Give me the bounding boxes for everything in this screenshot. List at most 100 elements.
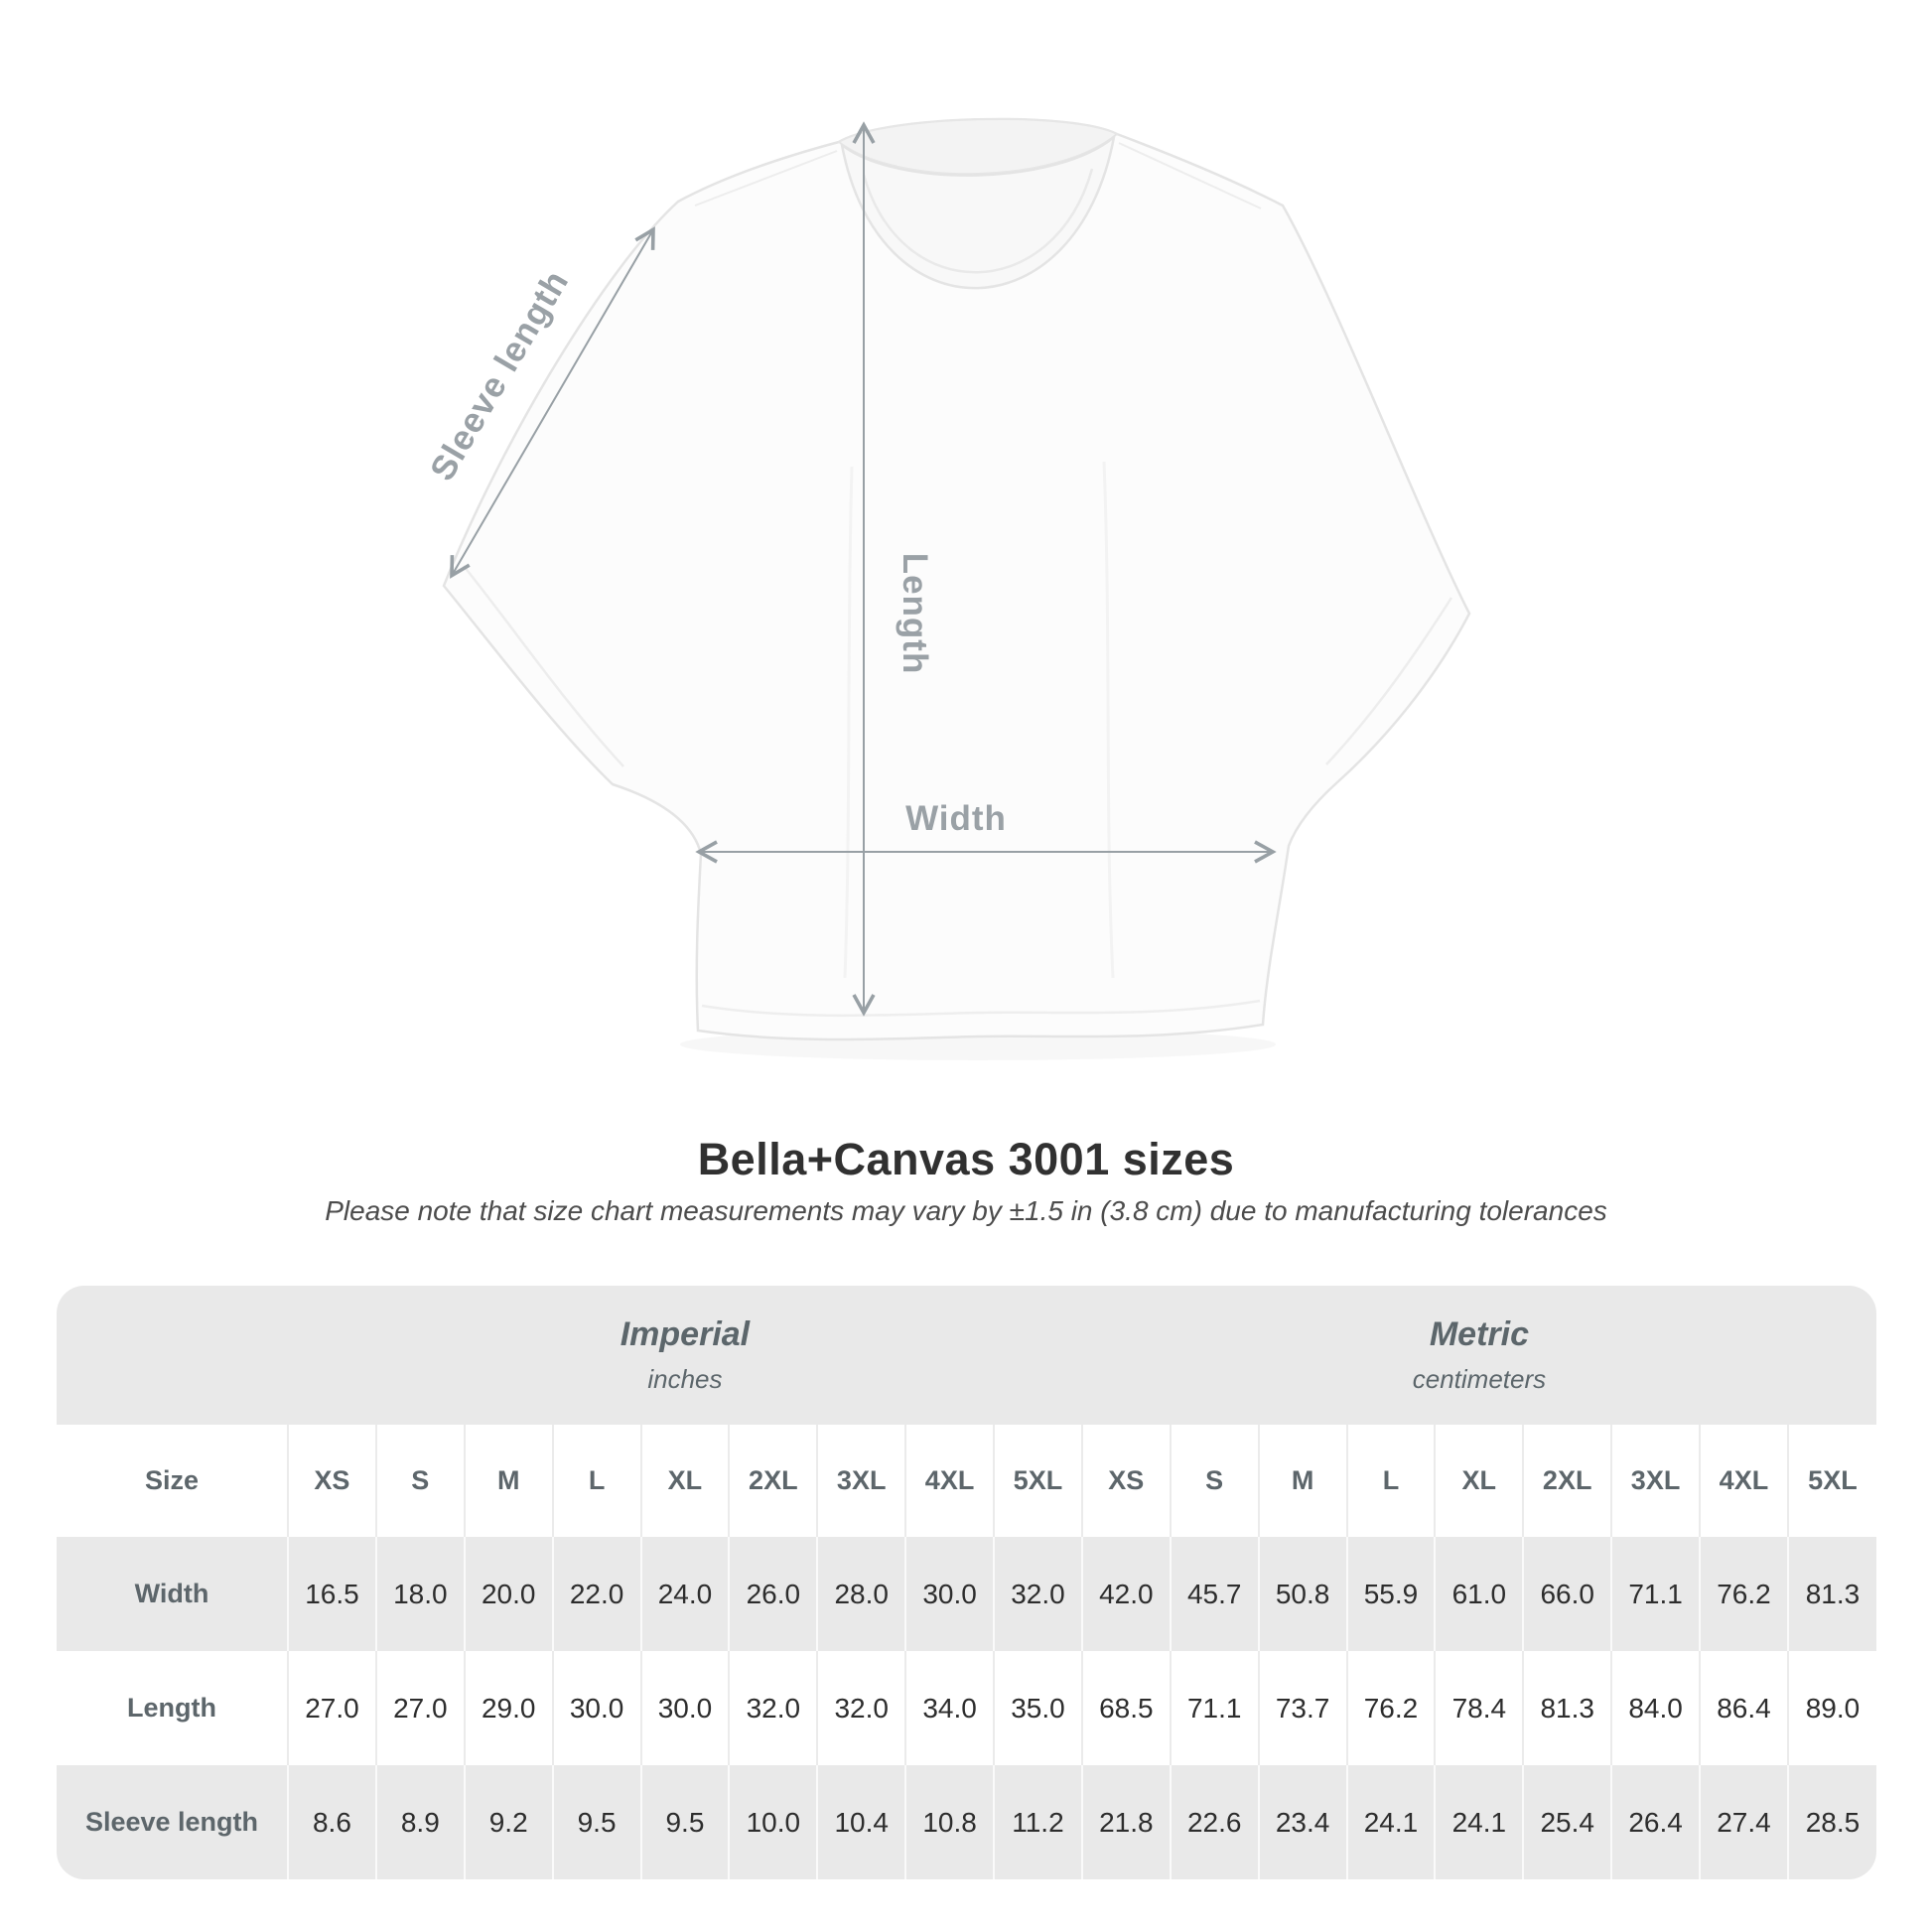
length-value: 29.0 [463, 1651, 553, 1765]
length-label: Length [896, 553, 934, 675]
size-header: 3XL [816, 1425, 906, 1537]
table-row-length: Length 27.0 27.0 29.0 30.0 30.0 32.0 32.… [57, 1651, 1876, 1765]
length-value: 89.0 [1786, 1651, 1876, 1765]
length-value: 32.0 [816, 1651, 906, 1765]
sleeve-value: 10.8 [904, 1765, 994, 1879]
tshirt-graphic [442, 117, 1471, 1041]
length-value: 81.3 [1522, 1651, 1612, 1765]
size-header: M [1257, 1425, 1347, 1537]
length-value: 30.0 [639, 1651, 730, 1765]
length-value: 71.1 [1169, 1651, 1259, 1765]
length-value: 27.0 [287, 1651, 376, 1765]
width-label: Width [905, 799, 1007, 838]
tshirt-fold-left [843, 466, 854, 979]
width-value: 30.0 [904, 1537, 994, 1651]
size-header: 2XL [1522, 1425, 1612, 1537]
width-value: 55.9 [1345, 1537, 1436, 1651]
size-header: XS [287, 1425, 376, 1537]
width-value: 16.5 [287, 1537, 376, 1651]
size-column-header: Size [144, 1465, 200, 1495]
sleeve-value: 9.2 [463, 1765, 553, 1879]
width-value: 20.0 [463, 1537, 553, 1651]
size-header-row: Size XS S M L XL 2XL 3XL 4XL 5XL XS S M … [57, 1425, 1876, 1537]
size-header: 5XL [993, 1425, 1082, 1537]
size-header: 4XL [904, 1425, 994, 1537]
sleeve-value: 22.6 [1169, 1765, 1259, 1879]
size-header: XL [1434, 1425, 1524, 1537]
length-value: 73.7 [1257, 1651, 1347, 1765]
sleeve-value: 26.4 [1610, 1765, 1700, 1879]
sleeve-value: 21.8 [1080, 1765, 1171, 1879]
size-header: S [374, 1425, 465, 1537]
imperial-section-header: Imperial inches [288, 1286, 1082, 1425]
sleeve-value: 10.0 [728, 1765, 818, 1879]
sleeve-value: 8.9 [374, 1765, 465, 1879]
table-row-width: Width 16.5 18.0 20.0 22.0 24.0 26.0 28.0… [57, 1537, 1876, 1651]
length-value: 27.0 [374, 1651, 465, 1765]
length-value: 35.0 [993, 1651, 1082, 1765]
size-header: L [1345, 1425, 1436, 1537]
size-table: Imperial inches Metric centimeters Size … [57, 1286, 1876, 1879]
length-value: 68.5 [1080, 1651, 1171, 1765]
sleeve-value: 9.5 [639, 1765, 730, 1879]
tshirt-shoulder-seam-left [694, 150, 838, 207]
width-value: 50.8 [1257, 1537, 1347, 1651]
length-value: 78.4 [1434, 1651, 1524, 1765]
sleeve-value: 10.4 [816, 1765, 906, 1879]
tshirt-cuff-seam-left [463, 565, 624, 767]
tshirt-collar-ribbing [862, 168, 1094, 274]
imperial-unit: inches [647, 1364, 723, 1394]
sleeve-value: 27.4 [1699, 1765, 1788, 1879]
size-header: 4XL [1699, 1425, 1788, 1537]
length-value: 30.0 [551, 1651, 641, 1765]
page-subtitle: Please note that size chart measurements… [325, 1195, 1607, 1226]
length-value: 34.0 [904, 1651, 994, 1765]
size-header: XL [639, 1425, 730, 1537]
unit-section-header-row: Imperial inches Metric centimeters [57, 1286, 1876, 1425]
size-header: XS [1080, 1425, 1171, 1537]
size-header: M [463, 1425, 553, 1537]
width-value: 66.0 [1522, 1537, 1612, 1651]
tshirt-fold-right [1102, 461, 1115, 979]
width-value: 42.0 [1080, 1537, 1171, 1651]
width-value: 18.0 [374, 1537, 465, 1651]
tshirt-cuff-seam-right [1325, 597, 1453, 765]
size-header: 3XL [1610, 1425, 1700, 1537]
width-value: 32.0 [993, 1537, 1082, 1651]
sleeve-value: 28.5 [1786, 1765, 1876, 1879]
page-title: Bella+Canvas 3001 sizes [697, 1134, 1235, 1184]
width-value: 28.0 [816, 1537, 906, 1651]
sleeve-value: 25.4 [1522, 1765, 1612, 1879]
width-value: 61.0 [1434, 1537, 1524, 1651]
width-value: 76.2 [1699, 1537, 1788, 1651]
metric-title: Metric [1429, 1315, 1529, 1353]
size-header: 2XL [728, 1425, 818, 1537]
size-table-grid: Imperial inches Metric centimeters Size … [57, 1286, 1876, 1879]
width-value: 81.3 [1786, 1537, 1876, 1651]
sleeve-length-arrow [450, 226, 655, 579]
size-header: L [551, 1425, 641, 1537]
row-label-length: Length [127, 1693, 216, 1723]
width-value: 26.0 [728, 1537, 818, 1651]
sleeve-value: 24.1 [1434, 1765, 1524, 1879]
tshirt-back-collar [837, 117, 1119, 176]
tshirt-hem-seam [701, 999, 1261, 1018]
sleeve-value: 11.2 [993, 1765, 1082, 1879]
row-label-sleeve-length: Sleeve length [84, 1807, 259, 1837]
corner-cell [57, 1286, 288, 1425]
length-value: 76.2 [1345, 1651, 1436, 1765]
tshirt-shoulder-seam-right [1118, 142, 1262, 209]
row-label-width: Width [134, 1579, 209, 1608]
sleeve-value: 24.1 [1345, 1765, 1436, 1879]
length-value: 84.0 [1610, 1651, 1700, 1765]
imperial-title: Imperial [620, 1315, 751, 1353]
sleeve-value: 9.5 [551, 1765, 641, 1879]
table-row-sleeve-length: Sleeve length 8.6 8.9 9.2 9.5 9.5 10.0 1… [57, 1765, 1876, 1879]
width-value: 71.1 [1610, 1537, 1700, 1651]
sleeve-value: 8.6 [287, 1765, 376, 1879]
width-value: 22.0 [551, 1537, 641, 1651]
size-header: 5XL [1786, 1425, 1876, 1537]
width-value: 24.0 [639, 1537, 730, 1651]
